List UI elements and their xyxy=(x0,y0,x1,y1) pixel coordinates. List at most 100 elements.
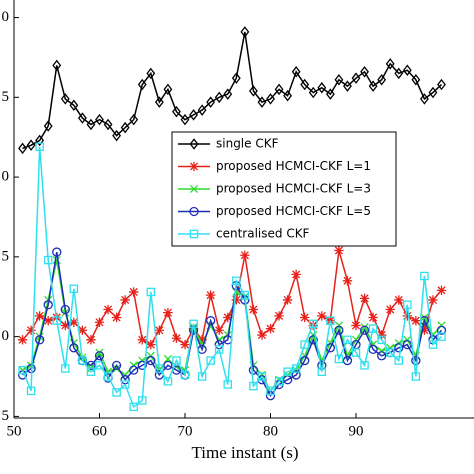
data-point xyxy=(368,344,378,355)
data-point xyxy=(428,86,438,99)
data-point xyxy=(223,312,233,323)
data-point xyxy=(180,370,190,380)
data-point xyxy=(103,372,113,381)
data-point xyxy=(206,96,216,108)
data-point xyxy=(111,360,122,371)
x-tick-label: 70 xyxy=(178,423,193,439)
data-point xyxy=(18,142,27,155)
data-point xyxy=(394,356,404,365)
data-point xyxy=(86,335,96,345)
data-point xyxy=(317,311,327,321)
y-tick-label: 5 xyxy=(2,408,10,424)
data-point xyxy=(129,361,138,370)
data-point xyxy=(43,315,53,326)
data-point xyxy=(334,354,344,364)
data-point xyxy=(214,91,224,104)
series xyxy=(18,26,446,155)
data-point xyxy=(360,361,369,370)
data-point xyxy=(180,366,190,375)
legend-label: proposed HCMCI-CKF L=5 xyxy=(216,204,371,218)
data-point xyxy=(437,321,446,330)
data-point xyxy=(163,83,173,96)
data-point xyxy=(206,316,216,326)
data-point xyxy=(146,67,156,80)
data-point xyxy=(94,317,105,327)
data-point xyxy=(77,112,87,124)
data-point xyxy=(146,351,155,360)
legend-label: proposed HCMCI-CKF L=1 xyxy=(216,159,371,173)
data-point xyxy=(334,74,344,86)
data-point xyxy=(308,335,318,345)
data-point xyxy=(189,109,198,121)
data-point xyxy=(197,372,207,381)
data-point xyxy=(334,325,344,335)
data-point xyxy=(154,325,165,335)
data-point xyxy=(129,113,139,126)
data-point xyxy=(78,356,87,365)
data-point xyxy=(205,290,216,300)
x-tick-label: 90 xyxy=(349,423,364,439)
y-tick-label: 0 xyxy=(2,169,10,185)
data-point xyxy=(231,295,241,305)
data-point xyxy=(120,295,130,305)
data-point xyxy=(377,351,387,361)
y-tick-label: 0 xyxy=(2,328,10,344)
data-point xyxy=(112,388,121,397)
data-point xyxy=(137,360,147,371)
legend-label: single CKF xyxy=(216,137,279,151)
data-point xyxy=(300,355,310,366)
data-point xyxy=(197,335,207,345)
data-point xyxy=(257,330,267,340)
data-point xyxy=(436,325,447,335)
data-point xyxy=(69,284,79,294)
data-point xyxy=(351,348,361,357)
data-point xyxy=(265,323,276,334)
x-tick-label: 50 xyxy=(7,423,22,439)
x-tick-label: 80 xyxy=(263,423,278,439)
data-point xyxy=(309,319,318,329)
data-point xyxy=(172,105,181,118)
data-point xyxy=(377,335,386,345)
data-point xyxy=(411,315,421,326)
data-point xyxy=(419,93,429,105)
data-point xyxy=(248,304,259,315)
data-point xyxy=(17,335,28,345)
data-point xyxy=(206,356,215,365)
data-point xyxy=(163,360,173,371)
data-point xyxy=(248,85,258,97)
data-point xyxy=(154,96,164,108)
data-point xyxy=(317,367,327,376)
data-point xyxy=(300,340,309,349)
data-point xyxy=(376,330,387,340)
data-point xyxy=(86,118,96,131)
data-point xyxy=(343,335,352,345)
data-point xyxy=(95,361,104,370)
data-point xyxy=(326,338,335,348)
data-point xyxy=(317,82,327,94)
data-point xyxy=(95,348,104,357)
x-axis-label: Time instant (s) xyxy=(191,443,298,462)
data-point xyxy=(120,121,130,134)
data-point xyxy=(368,324,378,333)
data-point xyxy=(35,142,44,152)
series xyxy=(18,142,446,412)
data-point xyxy=(95,113,104,126)
data-point xyxy=(69,317,79,327)
y-tick-label: 0 xyxy=(2,9,10,25)
data-point xyxy=(35,335,45,345)
data-point xyxy=(43,300,53,310)
data-point xyxy=(291,364,301,373)
legend-label: proposed HCMCI-CKF L=3 xyxy=(216,182,371,196)
data-point xyxy=(35,134,45,147)
data-point xyxy=(368,80,378,92)
data-point xyxy=(214,345,224,354)
data-point xyxy=(325,88,335,100)
data-point xyxy=(26,139,36,151)
data-point xyxy=(394,343,404,353)
data-point xyxy=(60,320,70,331)
data-point xyxy=(163,308,173,318)
data-point xyxy=(223,88,233,100)
data-point xyxy=(436,285,447,296)
